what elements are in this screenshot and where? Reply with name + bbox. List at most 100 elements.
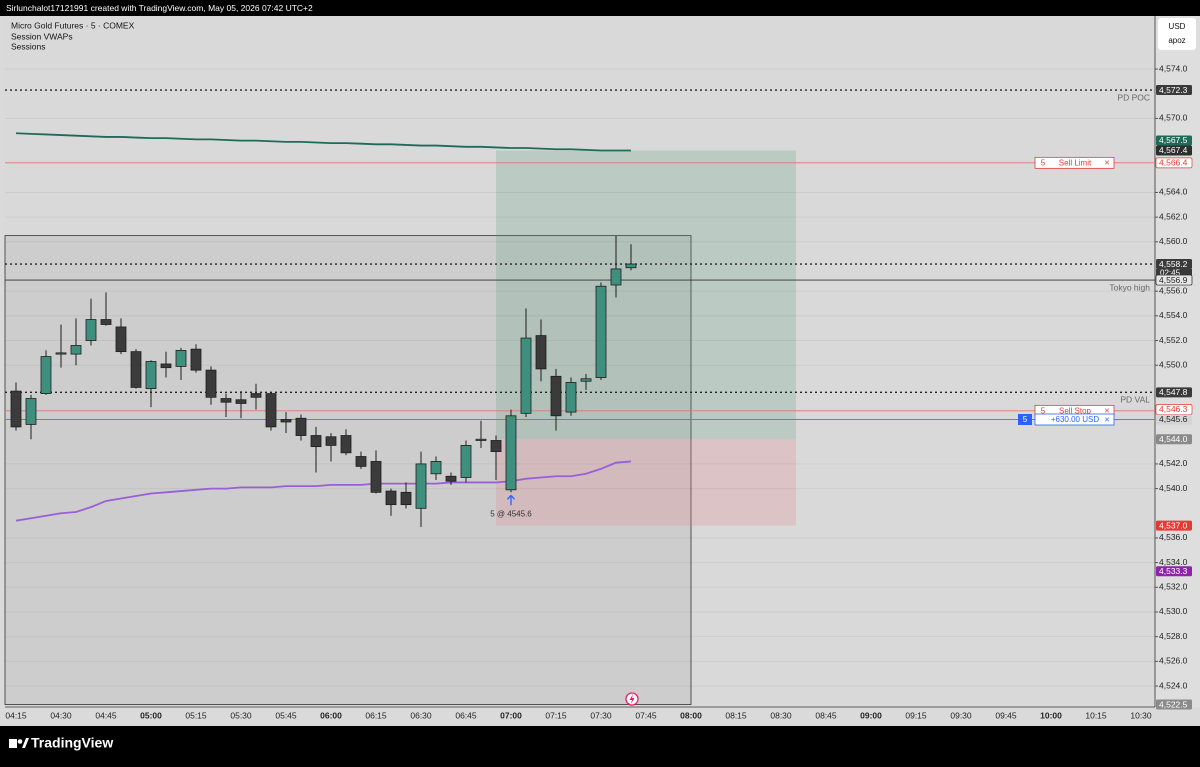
price-label: 4,567.5 xyxy=(1159,135,1188,145)
order-label: Sell Limit xyxy=(1059,158,1092,167)
x-tick-label: 07:45 xyxy=(635,710,657,720)
x-tick-label: 04:45 xyxy=(95,710,117,720)
candle-body xyxy=(280,419,292,423)
candle-body xyxy=(220,398,232,403)
candle-body xyxy=(430,461,442,475)
vwap-line xyxy=(15,460,632,522)
x-tick-label: 06:15 xyxy=(365,710,387,720)
x-tick-label: 04:30 xyxy=(50,710,72,720)
candle-body xyxy=(55,352,67,355)
price-label-bg xyxy=(1156,520,1192,531)
x-tick-label: 06:00 xyxy=(320,710,342,720)
y-tick-label: 4,570.0 xyxy=(1159,113,1188,123)
candle-body xyxy=(535,335,547,370)
x-tick-label: 05:30 xyxy=(230,710,252,720)
candle-body xyxy=(100,319,112,325)
price-label-bg xyxy=(1156,414,1192,425)
candle-body xyxy=(340,435,352,454)
candle-body xyxy=(625,263,637,269)
price-label-bg xyxy=(1156,699,1192,710)
candle-body xyxy=(160,363,172,369)
y-tick-label: 4,560.0 xyxy=(1159,236,1188,246)
price-label: 4,556.9 xyxy=(1159,275,1188,285)
y-tick-label: 4,562.0 xyxy=(1159,211,1188,221)
y-tick-label: 4,550.0 xyxy=(1159,359,1188,369)
candle-body xyxy=(235,399,247,404)
candle-body xyxy=(580,378,592,382)
order-qty: 5 xyxy=(1023,415,1028,424)
y-tick-label: 4,528.0 xyxy=(1159,631,1188,641)
brand-logo xyxy=(9,738,29,748)
footer-bar xyxy=(0,726,1200,762)
currency: USD xyxy=(1169,22,1186,31)
alert-icon-bolt xyxy=(629,694,635,704)
execution-label: 5 @ 4545.6 xyxy=(490,509,532,518)
order-qty-box xyxy=(1018,413,1032,425)
countdown-bg xyxy=(1156,269,1192,279)
candle-body xyxy=(115,326,127,353)
candle-body xyxy=(295,417,307,436)
x-tick-label: 05:15 xyxy=(185,710,207,720)
price-label-bg xyxy=(1156,387,1192,398)
x-tick-label: 09:45 xyxy=(995,710,1017,720)
x-tick-label: 05:45 xyxy=(275,710,297,720)
candle-body xyxy=(325,436,337,446)
price-label: 4,545.6 xyxy=(1159,414,1188,424)
x-tick-label: 08:30 xyxy=(770,710,792,720)
order-label-box xyxy=(1034,156,1115,169)
candle-body xyxy=(595,285,607,378)
candle-body xyxy=(175,349,187,367)
price-label: 4,544.0 xyxy=(1159,434,1188,444)
x-tick-label: 04:15 xyxy=(5,710,27,720)
candle-body xyxy=(190,348,202,371)
candle-body xyxy=(400,491,412,506)
position-profit-zone xyxy=(496,150,796,440)
price-label: 4,567.4 xyxy=(1159,145,1188,155)
candle-body xyxy=(250,393,262,398)
candle-body xyxy=(370,461,382,493)
price-label: 4,546.3 xyxy=(1159,404,1188,414)
candle-body xyxy=(25,398,37,425)
candle-body xyxy=(130,351,142,388)
candle-body xyxy=(205,369,217,398)
y-tick-label: 4,564.0 xyxy=(1159,187,1188,197)
candle-body xyxy=(70,345,82,355)
indicator-name: Session VWAPs xyxy=(11,31,73,41)
level-name: PD VAL xyxy=(1120,395,1150,405)
candle-body xyxy=(475,438,487,441)
x-tick-label: 09:15 xyxy=(905,710,927,720)
position-loss-zone xyxy=(496,439,796,526)
price-label-bg xyxy=(1155,157,1193,169)
price-label: 4,566.4 xyxy=(1159,158,1188,168)
y-tick-label: 4,574.0 xyxy=(1159,63,1188,73)
x-tick-label: 10:30 xyxy=(1130,710,1152,720)
candle-body xyxy=(550,375,562,417)
y-tick-label: 4,552.0 xyxy=(1159,335,1188,345)
candle-body xyxy=(565,382,577,413)
level-name: Tokyo high xyxy=(1109,282,1150,292)
price-label-bg xyxy=(1156,135,1192,146)
candle-body xyxy=(505,415,517,491)
order-cancel[interactable]: × xyxy=(1104,158,1109,168)
price-label-bg xyxy=(1156,566,1192,577)
candle-body xyxy=(445,475,457,482)
candle-body xyxy=(145,361,157,390)
x-tick-label: 09:30 xyxy=(950,710,972,720)
axis-button-label: apoz xyxy=(1168,36,1185,45)
y-tick-label: 4,556.0 xyxy=(1159,285,1188,295)
currency-button[interactable] xyxy=(1158,18,1196,50)
order-qty: 5 xyxy=(1041,406,1046,415)
order-cancel[interactable]: × xyxy=(1104,414,1109,424)
order-cancel[interactable]: × xyxy=(1104,406,1109,416)
price-label: 4,572.3 xyxy=(1159,85,1188,95)
candle-body xyxy=(610,268,622,286)
x-tick-label: 10:15 xyxy=(1085,710,1107,720)
price-label: 4,547.8 xyxy=(1159,387,1188,397)
y-tick-label: 4,536.0 xyxy=(1159,532,1188,542)
y-tick-label: 4,542.0 xyxy=(1159,458,1188,468)
y-tick-label: 4,526.0 xyxy=(1159,656,1188,666)
candle-body xyxy=(490,440,502,452)
y-tick-label: 4,534.0 xyxy=(1159,557,1188,567)
price-label-bg xyxy=(1156,85,1192,96)
order-qty: 5 xyxy=(1041,158,1046,167)
